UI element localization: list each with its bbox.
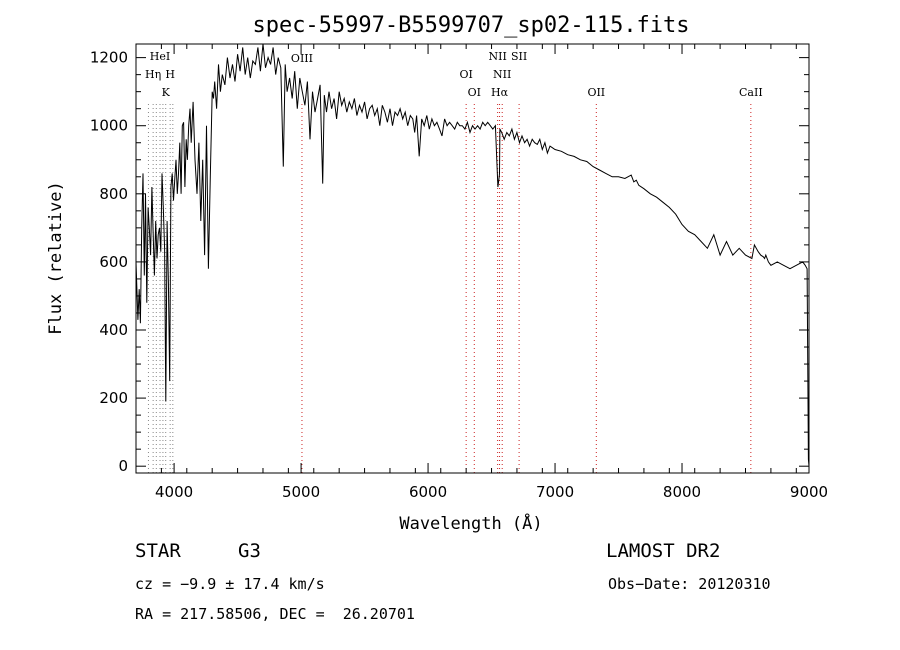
survey-name: LAMOST DR2 [606,540,721,562]
line-marker-label: OII [587,86,605,99]
line-marker-label: NII [488,50,506,63]
y-axis-ticks: 0 200 400 600 800 1000 1200 [90,49,809,475]
line-marker-label: K [162,86,171,99]
x-axis-label: Wavelength (Å) [399,512,542,534]
x-tick-label: 4000 [155,483,193,501]
y-tick-label: 1200 [90,49,128,67]
x-tick-label: 6000 [409,483,447,501]
chart-title: spec-55997-B5599707_sp02-115.fits [252,13,689,38]
line-marker-label: HeI [150,50,170,63]
x-axis-ticks: 4000 5000 6000 7000 8000 9000 [135,44,828,501]
line-marker-label: CaII [739,86,763,99]
line-marker-label: Hα [491,86,509,99]
spectrum-line [135,43,810,467]
line-marker-label: OIII [291,52,313,65]
observation-date: Obs−Date: 20120310 [608,575,771,593]
ra-dec-coordinates: RA = 217.58506, DEC = 26.20701 [135,605,415,623]
y-tick-label: 1000 [90,117,128,135]
plot-frame [135,43,810,474]
y-axis-label: Flux (relative) [46,181,66,335]
line-marker-label: SII [511,50,527,63]
line-marker-label: NII [493,68,511,81]
y-tick-label: 800 [99,185,128,203]
y-tick-label: 0 [118,457,128,475]
y-tick-label: 600 [99,253,128,271]
redshift-velocity: cz = −9.9 ± 17.4 km/s [135,575,325,593]
line-marker-label: Hη [145,68,161,81]
line-marker-label: OI [468,86,481,99]
x-tick-label: 5000 [282,483,320,501]
line-marker-label: OI [459,68,472,81]
x-tick-label: 9000 [790,483,828,501]
object-class: STAR [135,540,181,562]
x-tick-label: 7000 [536,483,574,501]
object-subclass: G3 [238,540,261,562]
x-tick-label: 8000 [663,483,701,501]
y-tick-label: 400 [99,321,128,339]
line-marker-label: H [165,68,175,81]
y-tick-label: 200 [99,389,128,407]
line-markers: HeI Hη HK OIII OI OI NII NII Hα SII OII CaII [145,50,763,473]
